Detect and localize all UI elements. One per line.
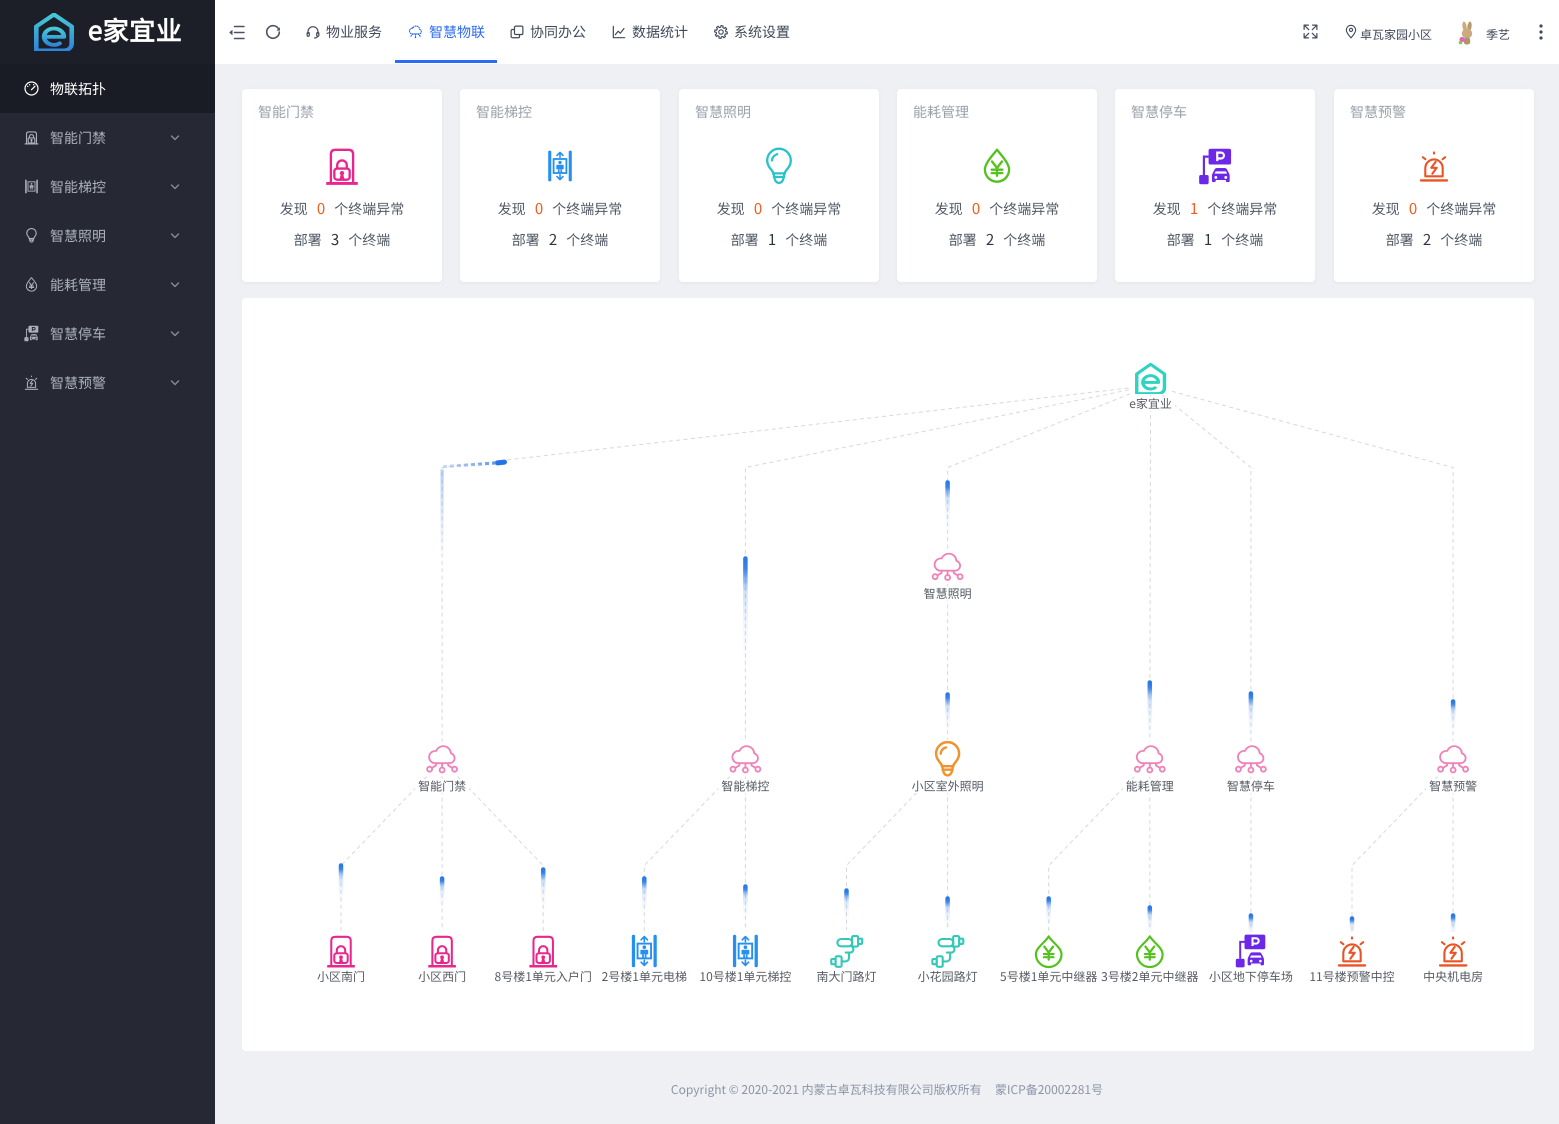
svg-text:小区室外照明: 小区室外照明	[912, 778, 984, 795]
svg-text:5号楼1单元中继器: 5号楼1单元中继器	[1000, 968, 1097, 985]
svg-text:能耗管理: 能耗管理	[1126, 778, 1174, 795]
svg-text:小区南门: 小区南门	[317, 968, 365, 985]
svg-text:小区西门: 小区西门	[418, 968, 466, 985]
svg-text:中央机电房: 中央机电房	[1423, 968, 1483, 985]
svg-text:智慧停车: 智慧停车	[1227, 778, 1275, 795]
svg-text:智慧照明: 智慧照明	[924, 585, 972, 602]
svg-text:智能门禁: 智能门禁	[418, 778, 466, 795]
svg-text:小花园路灯: 小花园路灯	[918, 968, 978, 985]
svg-text:11号楼预警中控: 11号楼预警中控	[1309, 968, 1394, 985]
svg-text:e家宜业: e家宜业	[1129, 395, 1172, 412]
svg-text:小区地下停车场: 小区地下停车场	[1209, 968, 1293, 985]
svg-text:3号楼2单元中继器: 3号楼2单元中继器	[1101, 968, 1198, 985]
svg-text:智能梯控: 智能梯控	[721, 778, 769, 795]
svg-text:10号楼1单元梯控: 10号楼1单元梯控	[699, 968, 791, 985]
svg-text:2号楼1单元电梯: 2号楼1单元电梯	[602, 968, 687, 985]
svg-text:智慧预警: 智慧预警	[1429, 778, 1477, 795]
svg-text:8号楼1单元入户门: 8号楼1单元入户门	[495, 968, 592, 985]
svg-text:南大门路灯: 南大门路灯	[816, 968, 876, 985]
